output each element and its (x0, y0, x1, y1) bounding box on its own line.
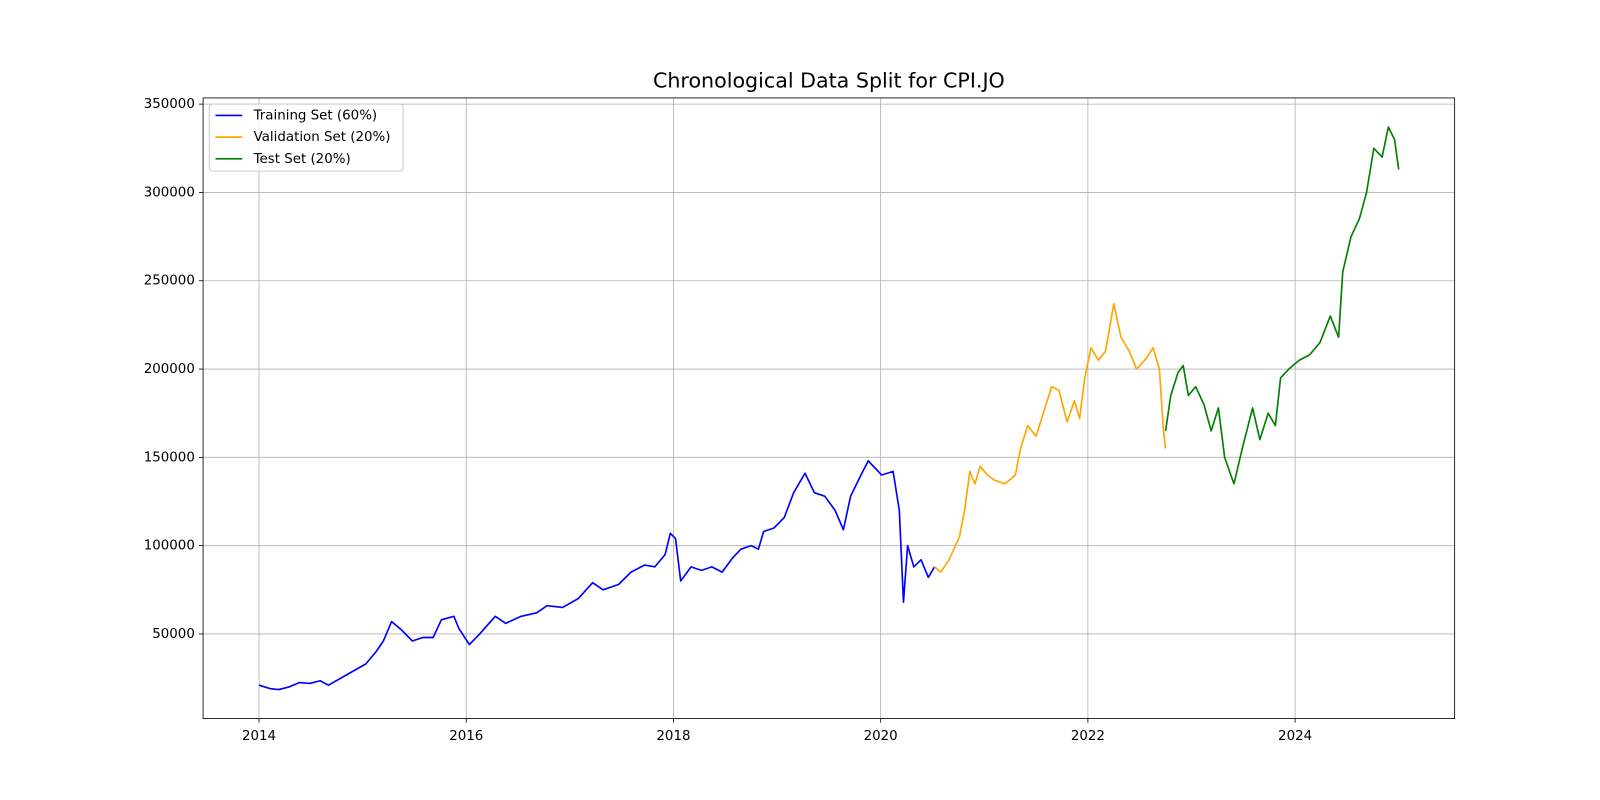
x-tick-label: 2018 (656, 729, 690, 744)
chart-title: Chronological Data Split for CPI.JO (653, 68, 1005, 92)
x-tick-label: 2022 (1071, 729, 1105, 744)
legend-box (208, 103, 404, 172)
x-tick-label: 2014 (242, 729, 276, 744)
y-tick-label: 250000 (144, 274, 195, 289)
y-tick-label: 50000 (152, 627, 195, 642)
x-tick-label: 2020 (864, 729, 898, 744)
x-tick-label: 2024 (1278, 729, 1312, 744)
legend-label: Test Set (20%) (253, 152, 351, 167)
legend-label: Validation Set (20%) (254, 130, 391, 145)
series-line (934, 302, 1167, 573)
y-tick-label: 200000 (144, 362, 195, 377)
y-tick-label: 350000 (144, 97, 195, 112)
y-tick-label: 300000 (144, 185, 195, 200)
y-tick-label: 150000 (144, 450, 195, 465)
series-line (1164, 126, 1400, 485)
x-tick-label: 2016 (449, 729, 483, 744)
y-tick-label: 100000 (144, 539, 195, 554)
plot-frame (202, 97, 1456, 719)
legend: Training Set (60%) Validation Set (20%) Te… (208, 103, 404, 172)
series-line (258, 460, 936, 691)
legend-label: Training Set (60%) (253, 108, 378, 123)
